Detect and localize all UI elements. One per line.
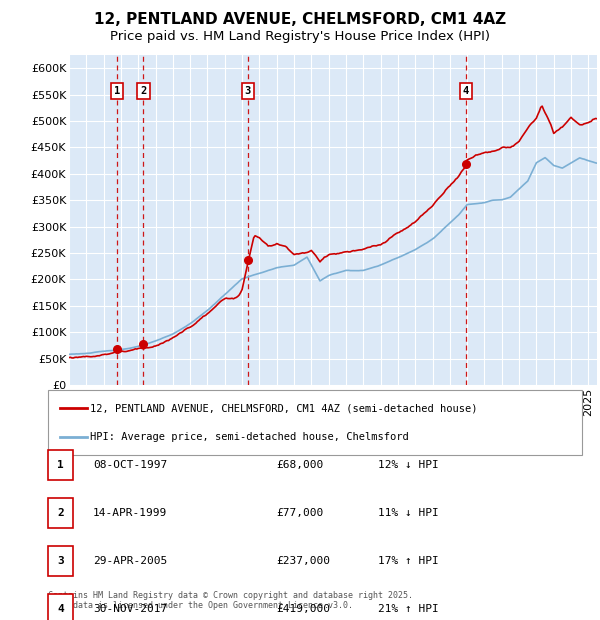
Text: 2: 2 bbox=[57, 508, 64, 518]
Text: £237,000: £237,000 bbox=[276, 556, 330, 566]
Text: 21% ↑ HPI: 21% ↑ HPI bbox=[378, 604, 439, 614]
Text: 12, PENTLAND AVENUE, CHELMSFORD, CM1 4AZ (semi-detached house): 12, PENTLAND AVENUE, CHELMSFORD, CM1 4AZ… bbox=[90, 403, 478, 413]
Text: £77,000: £77,000 bbox=[276, 508, 323, 518]
Text: 17% ↑ HPI: 17% ↑ HPI bbox=[378, 556, 439, 566]
Text: 29-APR-2005: 29-APR-2005 bbox=[93, 556, 167, 566]
Text: £68,000: £68,000 bbox=[276, 460, 323, 470]
Text: 11% ↓ HPI: 11% ↓ HPI bbox=[378, 508, 439, 518]
Text: 4: 4 bbox=[463, 86, 469, 96]
Text: 4: 4 bbox=[57, 604, 64, 614]
Text: Price paid vs. HM Land Registry's House Price Index (HPI): Price paid vs. HM Land Registry's House … bbox=[110, 30, 490, 43]
Text: 12% ↓ HPI: 12% ↓ HPI bbox=[378, 460, 439, 470]
Text: 2: 2 bbox=[140, 86, 146, 96]
Text: Contains HM Land Registry data © Crown copyright and database right 2025.
This d: Contains HM Land Registry data © Crown c… bbox=[48, 591, 413, 610]
Text: 12, PENTLAND AVENUE, CHELMSFORD, CM1 4AZ: 12, PENTLAND AVENUE, CHELMSFORD, CM1 4AZ bbox=[94, 12, 506, 27]
Text: 3: 3 bbox=[245, 86, 251, 96]
Text: 1: 1 bbox=[114, 86, 120, 96]
Text: 3: 3 bbox=[57, 556, 64, 566]
Text: 08-OCT-1997: 08-OCT-1997 bbox=[93, 460, 167, 470]
Text: 1: 1 bbox=[57, 460, 64, 470]
Text: £419,000: £419,000 bbox=[276, 604, 330, 614]
Text: 30-NOV-2017: 30-NOV-2017 bbox=[93, 604, 167, 614]
Text: 14-APR-1999: 14-APR-1999 bbox=[93, 508, 167, 518]
Text: HPI: Average price, semi-detached house, Chelmsford: HPI: Average price, semi-detached house,… bbox=[90, 432, 409, 442]
